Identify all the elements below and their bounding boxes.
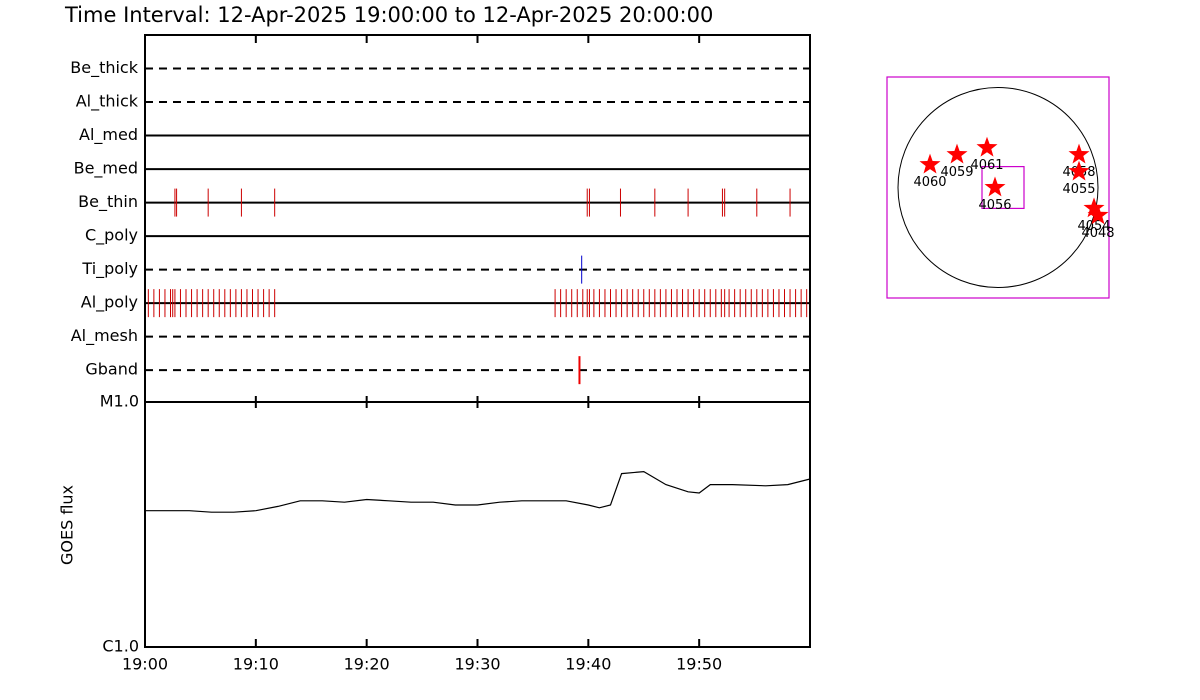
- plot-frame: [144, 34, 811, 403]
- active-region-label: 4056: [978, 198, 1011, 213]
- map-frame: [886, 76, 1110, 299]
- filter-label: Al_med: [79, 125, 138, 145]
- active-region-star: [1087, 204, 1109, 225]
- active-region-star: [976, 136, 998, 157]
- y-tick-label: C1.0: [102, 637, 139, 656]
- filter-label: Be_thick: [70, 58, 138, 78]
- filter-label: Be_med: [74, 159, 138, 179]
- fov-box: [981, 165, 1025, 210]
- x-tick-label: 19:40: [565, 655, 611, 674]
- plot-frame: [144, 401, 811, 648]
- x-tick-label: 19:50: [676, 655, 722, 674]
- active-region-star: [1068, 160, 1090, 181]
- filter-label: Gband: [85, 360, 138, 379]
- active-region-star: [984, 176, 1006, 197]
- filter-label: Be_thin: [78, 192, 138, 212]
- filter-label: Al_mesh: [71, 326, 138, 346]
- x-tick-label: 19:20: [344, 655, 390, 674]
- filter-label: C_poly: [85, 226, 138, 246]
- x-tick-label: 19:00: [122, 655, 168, 674]
- active-region-label: 4060: [913, 175, 946, 190]
- filter-label: Ti_poly: [81, 259, 138, 279]
- chart-title: Time Interval: 12-Apr-2025 19:00:00 to 1…: [64, 3, 713, 27]
- active-region-label: 4059: [940, 165, 973, 180]
- x-tick-label: 19:10: [233, 655, 279, 674]
- active-region-label: 4061: [970, 158, 1003, 173]
- active-region-label: 4048: [1081, 226, 1114, 241]
- active-region-label: 4055: [1062, 182, 1095, 197]
- x-tick-label: 19:30: [454, 655, 500, 674]
- active-region-star: [946, 143, 968, 164]
- active-region-star: [1083, 197, 1105, 218]
- filter-label: Al_thick: [76, 92, 139, 112]
- y-tick-label: M1.0: [100, 392, 139, 411]
- goes-curve: [145, 470, 811, 513]
- filter-label: Al_poly: [81, 293, 138, 313]
- solar-disk: [897, 87, 1099, 288]
- y-axis-label: GOES flux: [58, 485, 77, 565]
- active-region-star: [919, 153, 941, 174]
- active-region-star: [1068, 143, 1090, 164]
